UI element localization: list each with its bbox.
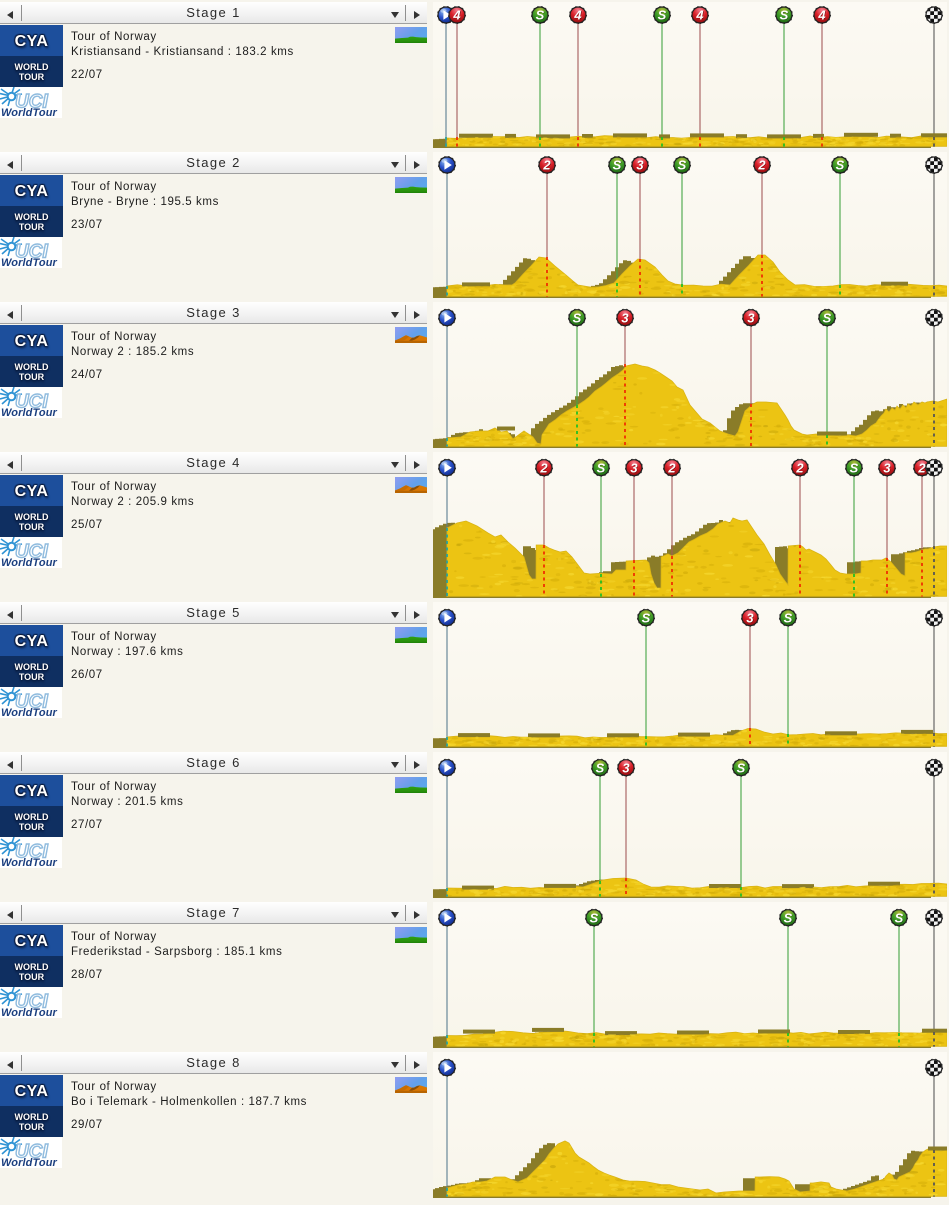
- svg-text:UCI: UCI: [15, 992, 48, 1013]
- svg-text:WorldTour: WorldTour: [1, 107, 58, 118]
- svg-text:UCI: UCI: [15, 692, 48, 713]
- svg-text:UCI: UCI: [15, 92, 48, 113]
- svg-text:UCI: UCI: [15, 242, 48, 263]
- svg-text:UCI: UCI: [15, 542, 48, 563]
- svg-text:WorldTour: WorldTour: [1, 707, 58, 718]
- svg-text:UCI: UCI: [15, 1142, 48, 1163]
- svg-text:WorldTour: WorldTour: [1, 1007, 58, 1018]
- svg-text:WorldTour: WorldTour: [1, 407, 58, 418]
- svg-text:WorldTour: WorldTour: [1, 1157, 58, 1168]
- svg-text:UCI: UCI: [15, 842, 48, 863]
- svg-text:WorldTour: WorldTour: [1, 857, 58, 868]
- svg-text:WorldTour: WorldTour: [1, 557, 58, 568]
- svg-text:WorldTour: WorldTour: [1, 257, 58, 268]
- svg-text:UCI: UCI: [15, 392, 48, 413]
